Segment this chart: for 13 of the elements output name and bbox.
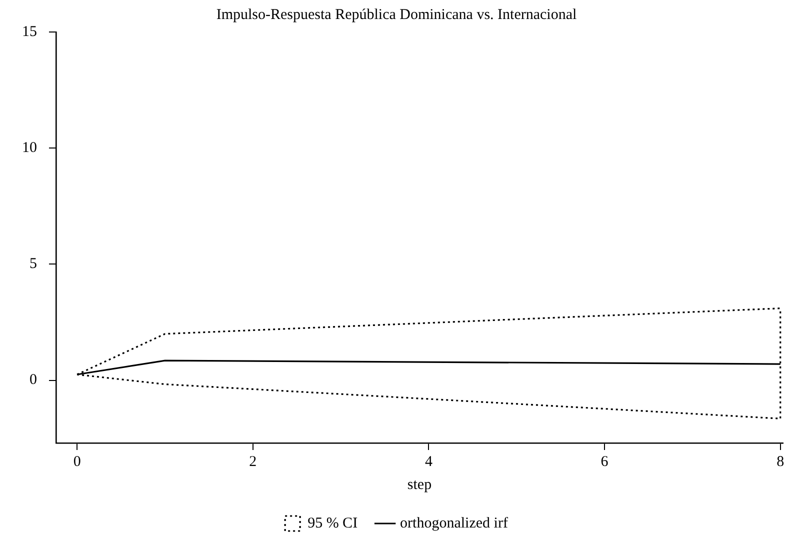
y-tick-label: 10 [22, 140, 37, 156]
x-tick-label: 6 [600, 454, 609, 470]
y-tick-label: 5 [30, 256, 37, 272]
y-tick-label: 15 [22, 24, 37, 40]
x-tick-label: 4 [424, 454, 433, 470]
chart-title: Impulso-Respuesta República Dominicana vs. Internacional [216, 6, 577, 23]
legend-label: orthogonalized irf [400, 515, 508, 532]
x-axis-title: step [407, 476, 432, 493]
x-tick-label: 0 [73, 454, 81, 470]
y-tick-label: 0 [30, 372, 37, 388]
x-tick-label: 2 [249, 454, 257, 470]
x-tick-label: 8 [776, 454, 784, 470]
legend-label: 95 % CI [308, 515, 358, 532]
